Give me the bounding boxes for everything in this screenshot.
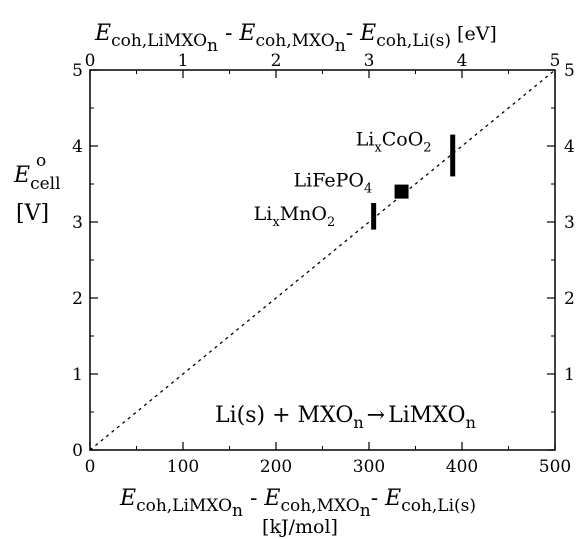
tick-marks: [89, 69, 556, 451]
top-tick-label: 1: [178, 51, 189, 71]
top-tick-label: 3: [364, 51, 375, 71]
reference-line: [89, 69, 556, 451]
top-tick-label: 5: [550, 51, 561, 71]
top-tick-label: 0: [85, 51, 96, 71]
bottom-tick-label: 400: [446, 457, 478, 477]
bottom-axis-unit: [kJ/mol]: [262, 516, 338, 538]
point-range-bar: [371, 203, 377, 230]
bottom-tick-label: 100: [167, 457, 199, 477]
right-tick-label: 5: [564, 61, 575, 81]
data-points: LixCoO2 LiFePO4 LixMnO2: [254, 129, 456, 230]
bottom-tick-label: 200: [260, 457, 292, 477]
left-tick-label: 5: [72, 61, 83, 81]
top-axis-title: Ecoh,LiMXOn - Ecoh,MXOn- Ecoh,Li(s) [eV]: [94, 21, 497, 56]
left-tick-label: 0: [72, 441, 83, 461]
point-range-bar: [450, 134, 456, 177]
left-tick-label: 4: [72, 137, 83, 157]
top-tick-label: 2: [271, 51, 282, 71]
left-axis-title-sup: o: [36, 151, 46, 171]
point-label: LiFePO4: [294, 170, 373, 197]
bottom-tick-label: 0: [85, 457, 96, 477]
right-tick-label: 1: [564, 365, 575, 385]
top-tick-label: 4: [457, 51, 468, 71]
point-label: LixMnO2: [254, 203, 336, 230]
left-axis-title: Ecell: [13, 163, 61, 194]
point-marker: [394, 184, 409, 199]
bottom-tick-label: 300: [353, 457, 385, 477]
left-tick-label: 2: [72, 289, 83, 309]
point-label: LixCoO2: [356, 129, 432, 156]
plot-frame: [89, 69, 556, 451]
bottom-tick-label: 500: [539, 457, 571, 477]
right-tick-label: 2: [564, 289, 575, 309]
reaction-annotation: Li(s) + MXOn → LiMXOn: [215, 403, 476, 432]
left-tick-label: 3: [72, 213, 83, 233]
bottom-axis-title: Ecoh,LiMXOn - Ecoh,MXOn- Ecoh,Li(s): [119, 486, 476, 521]
left-axis-unit: [V]: [16, 201, 49, 226]
right-tick-label: 3: [564, 213, 575, 233]
right-tick-label: 4: [564, 137, 575, 157]
left-tick-label: 1: [72, 365, 83, 385]
